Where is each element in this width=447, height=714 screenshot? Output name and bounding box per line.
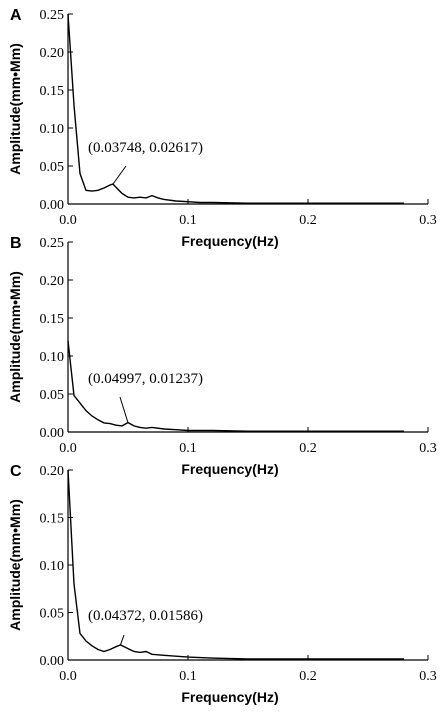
panel-b-x-tick-label: 0.1 bbox=[179, 441, 197, 456]
panel-b-x-tick-label: 0.0 bbox=[59, 441, 77, 456]
panel-c-y-tick-label: 0.15 bbox=[40, 512, 65, 527]
panel-c-y-axis-title: Amplitude(mm•Mm) bbox=[7, 499, 23, 631]
panel-c-x-tick-label: 0.1 bbox=[179, 669, 197, 684]
panel-c-x-tick-label: 0.2 bbox=[299, 669, 317, 684]
panel-c-annotation-leader bbox=[119, 634, 125, 646]
panel-b-y-axis-title: Amplitude(mm•Mm) bbox=[7, 271, 23, 403]
panel-b-annotation-label: (0.04997, 0.01237) bbox=[88, 371, 203, 387]
panel-b-series-line bbox=[67, 340, 404, 432]
panel-c-x-axis-title: Frequency(Hz) bbox=[181, 689, 278, 705]
panel-b-annotation-leader bbox=[119, 396, 129, 423]
panel-a-y-tick-label: 0.20 bbox=[40, 46, 65, 61]
panel-b-x-axis-title: Frequency(Hz) bbox=[181, 461, 278, 477]
panel-a-x-axis-title: Frequency(Hz) bbox=[181, 233, 278, 249]
panel-b-x-tick-label: 0.2 bbox=[299, 441, 317, 456]
panel-c-annotation-label: (0.04372, 0.01586) bbox=[88, 608, 203, 624]
panel-a-y-tick-label: 0.10 bbox=[40, 122, 65, 137]
panel-c-letter: C bbox=[10, 463, 22, 480]
panel-a-y-tick-label: 0.25 bbox=[40, 8, 65, 23]
panel-c-y-tick-label: 0.20 bbox=[40, 464, 65, 479]
panel-b-y-tick-label: 0.10 bbox=[40, 350, 65, 365]
panel-a-series-line bbox=[67, 13, 404, 204]
panel-a-annotation-leader bbox=[112, 165, 127, 185]
panel-b-x-tick-label: 0.3 bbox=[419, 441, 437, 456]
panel-b-y-tick-label: 0.20 bbox=[40, 274, 65, 289]
panel-a-y-tick-label: 0.00 bbox=[40, 198, 65, 213]
panel-a-x-tick-label: 0.1 bbox=[179, 213, 197, 228]
panel-a-letter: A bbox=[10, 7, 22, 24]
panel-a-y-tick-label: 0.05 bbox=[40, 160, 65, 175]
panel-b-y-tick-label: 0.05 bbox=[40, 388, 65, 403]
panel-a-y-axis-title: Amplitude(mm•Mm) bbox=[7, 43, 23, 175]
panel-c-x-tick-label: 0.0 bbox=[59, 669, 77, 684]
panel-c-y-tick-label: 0.00 bbox=[40, 654, 65, 669]
panel-b-y-tick-label: 0.00 bbox=[40, 426, 65, 441]
panel-b-letter: B bbox=[10, 235, 22, 252]
panel-a-x-tick-label: 0.3 bbox=[419, 213, 437, 228]
panel-c-y-tick-label: 0.10 bbox=[40, 559, 65, 574]
panel-b-y-tick-label: 0.15 bbox=[40, 312, 65, 327]
panel-a-y-tick-label: 0.15 bbox=[40, 84, 65, 99]
panel-b-y-tick-label: 0.25 bbox=[40, 236, 65, 251]
panel-a-x-tick-label: 0.0 bbox=[59, 213, 77, 228]
panel-c-x-tick-label: 0.3 bbox=[419, 669, 437, 684]
panel-a-annotation-label: (0.03748, 0.02617) bbox=[88, 140, 203, 156]
panel-c-series-line bbox=[67, 469, 404, 660]
panel-c-y-tick-label: 0.05 bbox=[40, 607, 65, 622]
panel-a-x-tick-label: 0.2 bbox=[299, 213, 317, 228]
